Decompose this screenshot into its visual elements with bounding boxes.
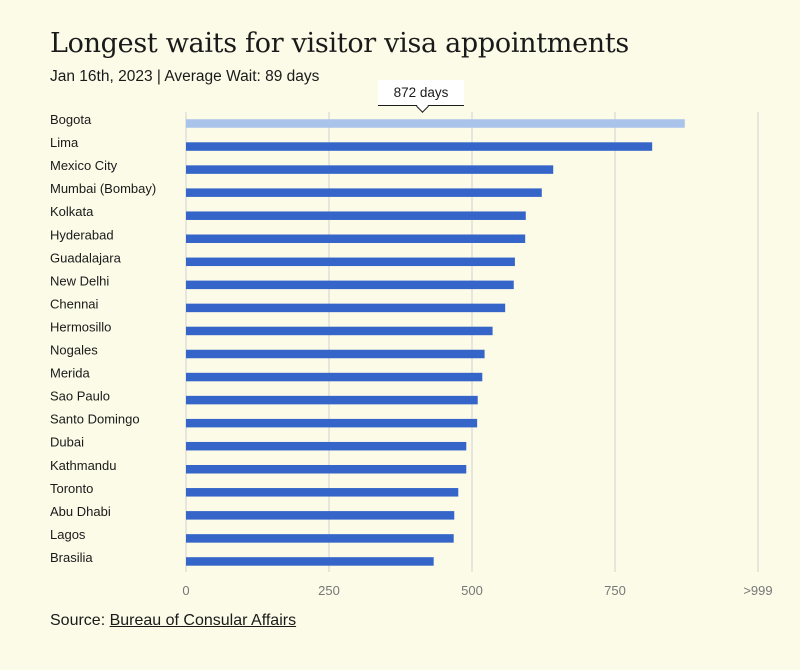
bar[interactable] bbox=[186, 441, 467, 451]
category-label: Hermosillo bbox=[50, 319, 111, 334]
chart-subtitle: Jan 16th, 2023 | Average Wait: 89 days bbox=[50, 68, 320, 85]
bar[interactable] bbox=[186, 280, 514, 290]
bar[interactable] bbox=[186, 488, 459, 497]
bar[interactable] bbox=[186, 211, 526, 220]
source-link[interactable]: Bureau of Consular Affairs bbox=[109, 612, 297, 629]
category-label: Lima bbox=[50, 135, 79, 150]
category-label: Merida bbox=[50, 366, 91, 381]
category-label: Santo Domingo bbox=[50, 412, 140, 427]
bar[interactable] bbox=[186, 165, 554, 174]
tooltip-text: 872 days bbox=[393, 85, 449, 100]
category-label: Lagos bbox=[50, 527, 86, 542]
bar[interactable] bbox=[186, 326, 493, 336]
gridlines bbox=[185, 112, 759, 572]
category-label: Chennai bbox=[50, 296, 99, 311]
bars bbox=[186, 119, 685, 566]
bar[interactable] bbox=[186, 119, 685, 128]
bar[interactable] bbox=[186, 349, 485, 359]
bar[interactable] bbox=[186, 257, 515, 267]
category-label: Nogales bbox=[50, 343, 98, 358]
bar[interactable] bbox=[186, 395, 478, 405]
category-label: Mexico City bbox=[50, 158, 118, 173]
category-label: Guadalajara bbox=[50, 250, 122, 265]
x-tick-labels: 0 250 500 750 >999 bbox=[182, 583, 772, 598]
source-note: Source: Bureau of Consular Affairs bbox=[50, 612, 296, 630]
x-tick-label: 500 bbox=[461, 583, 483, 598]
bar[interactable] bbox=[186, 142, 653, 151]
category-label: Toronto bbox=[50, 481, 93, 496]
x-tick-label: 750 bbox=[604, 583, 626, 598]
chart-title: Longest waits for visitor visa appointme… bbox=[50, 28, 629, 59]
category-label: Kathmandu bbox=[50, 458, 117, 473]
x-tick-label: >999 bbox=[743, 583, 772, 598]
bar[interactable] bbox=[186, 418, 478, 428]
value-tooltip: 872 days bbox=[378, 80, 464, 113]
bar[interactable] bbox=[186, 372, 483, 382]
bar[interactable] bbox=[186, 534, 454, 543]
source-prefix: Source: bbox=[50, 612, 106, 629]
category-label: Hyderabad bbox=[50, 227, 114, 242]
category-label: Dubai bbox=[50, 435, 84, 450]
bar[interactable] bbox=[186, 511, 455, 520]
category-label: Brasilia bbox=[50, 550, 93, 565]
x-tick-label: 250 bbox=[318, 583, 340, 598]
bar[interactable] bbox=[186, 557, 434, 566]
category-label: Mumbai (Bombay) bbox=[50, 181, 156, 196]
category-label: Bogota bbox=[50, 112, 92, 127]
bar[interactable] bbox=[186, 234, 526, 244]
x-tick-label: 0 bbox=[182, 583, 189, 598]
bar[interactable] bbox=[186, 303, 506, 313]
bar-chart: Bogota Lima Mexico City Mumbai (Bombay) Kolk… bbox=[50, 112, 773, 598]
bar[interactable] bbox=[186, 465, 467, 474]
category-label: Kolkata bbox=[50, 204, 94, 219]
category-label: New Delhi bbox=[50, 273, 109, 288]
category-labels: Bogota Lima Mexico City Mumbai (Bombay) Kolk… bbox=[50, 112, 156, 565]
bar[interactable] bbox=[186, 188, 542, 197]
category-label: Sao Paulo bbox=[50, 389, 110, 404]
category-label: Abu Dhabi bbox=[50, 504, 111, 519]
